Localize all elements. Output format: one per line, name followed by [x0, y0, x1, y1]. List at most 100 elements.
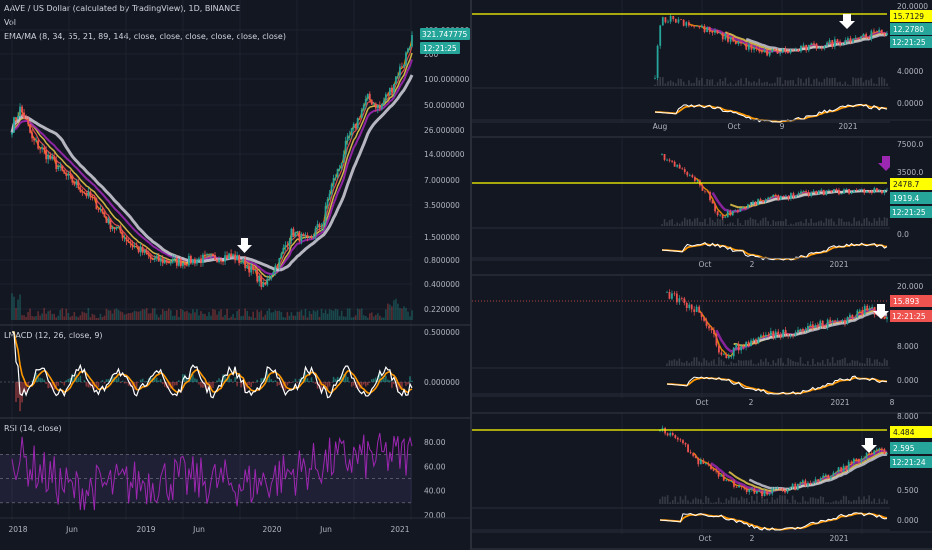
volume-bar	[875, 84, 878, 86]
volume-bar	[141, 309, 144, 320]
volume-bar	[695, 357, 698, 366]
lmacd-histogram-bar	[131, 382, 134, 387]
candle-body	[382, 100, 385, 105]
candle-body	[284, 245, 287, 248]
candle-body	[700, 312, 703, 318]
volume-bar	[853, 217, 855, 226]
volume-bar	[290, 312, 293, 320]
volume-bar	[810, 84, 813, 86]
volume-bar	[218, 311, 220, 320]
volume-bar	[875, 502, 878, 504]
candle-body	[719, 214, 722, 216]
candle-body	[880, 448, 883, 450]
candle-body	[47, 155, 50, 160]
lmacd-histogram-bar	[381, 378, 383, 382]
price-tick-label: 7.000000	[424, 176, 460, 185]
volume-bar	[352, 317, 355, 320]
volume-bar	[699, 221, 701, 226]
lmacd-histogram-bar	[314, 382, 317, 384]
candle-body	[829, 319, 832, 322]
candle-body	[81, 191, 84, 193]
volume-bar	[176, 310, 178, 320]
candle-body	[875, 188, 878, 192]
volume-bar	[294, 315, 297, 320]
volume-bar	[204, 314, 206, 320]
volume-bar	[754, 219, 757, 226]
candle-body	[800, 191, 802, 194]
volume-bar	[712, 502, 715, 504]
candle-body	[794, 332, 797, 336]
lmacd-histogram-bar	[344, 374, 347, 382]
candle-body	[815, 43, 818, 49]
rsi-tick-label: 40.00	[424, 487, 446, 496]
candle-body	[177, 258, 180, 266]
candle-body	[260, 276, 263, 287]
volume-bar	[368, 313, 371, 320]
candle-body	[725, 480, 728, 481]
candle-body	[792, 193, 795, 198]
mini-chart-2[interactable]: 7500.0 3500.0 2478.7 1919.4 0.0 12:21:25 Oct 2 2…	[472, 138, 932, 276]
candle-body	[292, 228, 295, 237]
candle-body	[693, 25, 696, 27]
candle-body	[771, 488, 774, 494]
volume-bar	[43, 308, 45, 320]
candle-body	[707, 463, 710, 466]
lmacd-histogram-bar	[379, 372, 381, 382]
candle-body	[849, 38, 852, 43]
candle-body	[123, 237, 126, 239]
candle-body	[747, 44, 750, 50]
volume-bar	[53, 313, 56, 320]
mini-chart-3[interactable]: 20.000 15.893 8.000 0.000 12:21:25 Oct 2 2021 8	[472, 276, 932, 414]
volume-bar	[840, 218, 843, 226]
candle-body	[737, 343, 740, 351]
volume-bar	[763, 82, 766, 86]
candle-body	[125, 237, 128, 242]
volume-bar	[292, 315, 295, 320]
volume-bar	[300, 309, 303, 320]
volume-bar	[683, 362, 686, 366]
candle-body	[733, 481, 735, 487]
lmacd-histogram-bar	[326, 382, 329, 390]
candle-body	[252, 265, 255, 271]
volume-bar	[873, 359, 876, 366]
volume-bar	[720, 359, 723, 366]
candle-body	[340, 162, 343, 169]
volume-bar	[743, 498, 745, 504]
candle-body	[680, 298, 683, 299]
candle-body	[753, 488, 756, 494]
volume-bar	[805, 218, 807, 226]
countdown-tag	[890, 206, 932, 218]
volume-bar	[792, 224, 795, 226]
lmacd-histogram-bar	[228, 373, 230, 382]
lmacd-histogram-bar	[155, 377, 158, 382]
candle-body	[721, 32, 724, 40]
candle-body	[666, 292, 668, 293]
candle-body	[760, 51, 763, 53]
candle-body	[755, 339, 757, 343]
volume-bar	[29, 308, 31, 320]
volume-bar	[69, 316, 72, 320]
mini-chart-1[interactable]: 20.0000 15.7129 12.2780 4.0000 0.0000 12:21:2…	[472, 0, 932, 138]
candle-body	[701, 25, 703, 28]
candle-body	[669, 16, 672, 22]
volume-bar	[334, 308, 337, 320]
candle-body	[129, 242, 132, 245]
mini-chart-4[interactable]: 8.000 4.484 2.595 0.500 0.000 12:21:24 Oct 2 202…	[472, 412, 932, 550]
candle-body	[222, 261, 224, 262]
volume-bar	[308, 311, 311, 320]
lmacd-histogram-bar	[373, 378, 375, 382]
lmacd-histogram-bar	[282, 382, 285, 390]
candle-body	[663, 154, 666, 160]
lmacd-histogram-bar	[274, 380, 277, 382]
volume-bar	[133, 310, 136, 320]
volume-bar	[772, 220, 775, 226]
volume-bar	[835, 500, 837, 504]
candle-body	[147, 254, 150, 256]
lmacd-histogram-bar	[153, 377, 156, 382]
volume-bar	[381, 317, 383, 320]
main-chart-pane[interactable]: AAVE / US Dollar (calculated by TradingV…	[0, 0, 470, 550]
candle-body	[678, 298, 681, 303]
volume-bar	[668, 220, 671, 226]
candle-body	[760, 335, 762, 338]
